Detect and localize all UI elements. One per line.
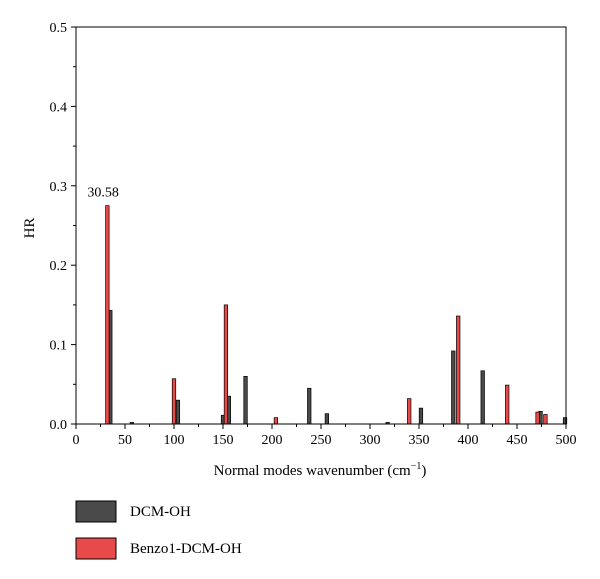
plot-frame [75,26,567,425]
legend-label: Benzo1-DCM-OH [130,541,242,557]
axes-layer: 0 50 100 150 200 250 300 350 400 450 500 0.0 0.1 0.2 0… [50,21,577,448]
x-tick-label: 400 [458,433,479,448]
x-tick-label: 500 [556,433,577,448]
bar-dcm-oh [480,370,485,425]
legend: DCM-OH Benzo1-DCM-OH [75,500,242,560]
bar-benzo1-dcm-oh [171,378,177,425]
bars-layer [105,205,568,425]
bar-dcm-oh [451,350,456,425]
y-axis-label: HR [22,218,38,239]
bar-dcm-oh [243,376,248,425]
bar-benzo1-dcm-oh [456,315,461,425]
x-axis-label: Normal modes wavenumber (cm−1) [214,461,427,479]
y-tick-label: 0.1 [50,339,68,354]
x-tick-label: 100 [164,433,185,448]
bar-dcm-oh [324,413,329,425]
legend-label: DCM-OH [130,504,191,520]
legend-swatch [75,537,117,560]
bar-benzo1-dcm-oh [543,414,548,425]
x-tick-label: 150 [213,433,234,448]
x-tick-label: 450 [507,433,528,448]
x-tick-label: 300 [360,433,381,448]
x-tick-label: 0 [73,433,80,448]
bar-benzo1-dcm-oh [223,304,229,425]
peak-annotation: 30.58 [87,186,119,201]
x-tick-label: 50 [118,433,132,448]
bar-benzo1-dcm-oh [105,205,110,425]
y-tick-label: 0.2 [50,259,68,274]
x-tick-label: 350 [409,433,430,448]
bar-benzo1-dcm-oh [535,411,540,425]
bar-benzo1-dcm-oh [407,398,412,425]
x-tick-label: 250 [311,433,332,448]
y-tick-label: 0.4 [50,100,68,115]
y-tick-label: 0.5 [50,21,68,36]
y-tick-label: 0.3 [50,180,68,195]
y-tick-label: 0.0 [50,418,68,433]
x-tick-label: 200 [262,433,283,448]
bar-dcm-oh [175,399,181,425]
bar-benzo1-dcm-oh [273,417,279,425]
bar-dcm-oh [418,407,424,425]
bar-benzo1-dcm-oh [505,384,510,425]
annotations-layer: 30.58 [87,186,119,201]
legend-swatch [75,500,117,523]
bar-dcm-oh [307,387,312,425]
